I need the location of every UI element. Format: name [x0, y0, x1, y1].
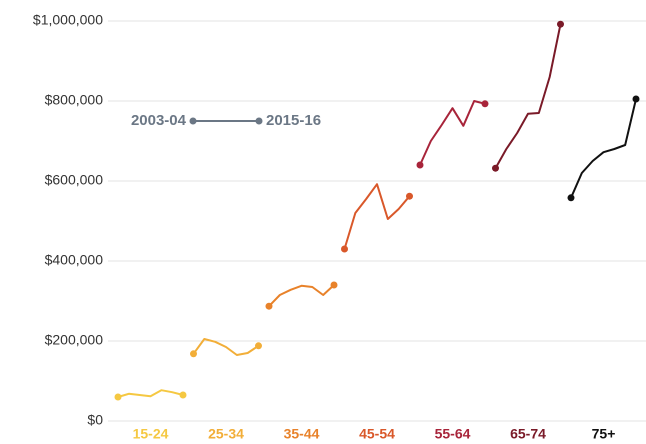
series-line — [570, 98, 637, 199]
endpoint-dot — [255, 342, 262, 350]
legend-label: 15-24 — [133, 426, 169, 442]
endpoint-dot — [492, 164, 499, 172]
legend-label: 65-74 — [510, 426, 546, 442]
y-tick-label: $200,000 — [45, 332, 104, 348]
key-dot — [255, 117, 263, 125]
series-line — [268, 284, 335, 307]
endpoint-dot — [190, 350, 197, 358]
endpoint-dot — [341, 245, 348, 253]
series-line — [419, 100, 486, 166]
y-tick-label: $1,000,000 — [33, 12, 103, 28]
y-tick-label: $600,000 — [45, 172, 104, 188]
legend-label: 25-34 — [208, 426, 244, 442]
endpoint-dot — [632, 95, 640, 103]
series-line — [343, 183, 411, 250]
y-tick-label: $0 — [87, 412, 103, 428]
series-line — [117, 389, 184, 398]
endpoint-dot — [557, 20, 564, 28]
key-end-label: 2015-16 — [266, 112, 321, 129]
endpoint-dot — [114, 393, 122, 401]
series-line — [192, 338, 260, 356]
endpoint-dot — [567, 194, 575, 202]
endpoint-dot — [179, 391, 187, 399]
legend-label: 55-64 — [435, 426, 471, 442]
endpoint-dot — [330, 281, 338, 289]
y-tick-label: $800,000 — [45, 92, 104, 108]
endpoint-dot — [406, 192, 413, 200]
legend-label: 45-54 — [359, 426, 395, 442]
y-tick-label: $400,000 — [45, 252, 104, 268]
endpoint-dot — [481, 100, 489, 108]
series-line — [494, 23, 562, 169]
endpoint-dot — [265, 302, 273, 310]
legend-label: 75+ — [592, 426, 616, 442]
key-dot — [189, 117, 197, 125]
key-start-label: 2003-04 — [131, 112, 187, 129]
endpoint-dot — [416, 161, 424, 169]
legend-label: 35-44 — [284, 426, 320, 442]
